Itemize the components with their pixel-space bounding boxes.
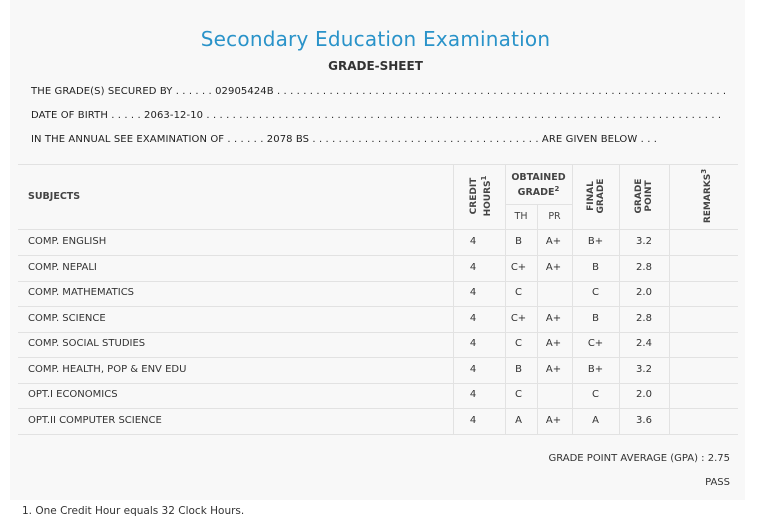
credit-hours-header-line1: CREDIT bbox=[469, 177, 479, 215]
grade-point-header-line1: GRADE bbox=[634, 178, 644, 214]
grade-point-cell: 3.2 bbox=[636, 364, 652, 375]
theory-cell: C bbox=[515, 389, 522, 400]
final-grade-header-line2: GRADE bbox=[596, 178, 606, 214]
obtained-grade-footnote-mark: 2 bbox=[554, 185, 560, 193]
credit-cell: 4 bbox=[469, 262, 477, 273]
remarks-header: REMARKS3 bbox=[699, 161, 713, 231]
final-grade-cell: A bbox=[592, 415, 599, 426]
practical-cell: A+ bbox=[545, 313, 562, 324]
theory-cell: C+ bbox=[510, 262, 527, 273]
theory-cell: C bbox=[515, 287, 522, 298]
grade-point-cell: 2.0 bbox=[636, 287, 652, 298]
obtained-grade-header: OBTAINED GRADE2 bbox=[505, 172, 572, 198]
column-divider bbox=[453, 164, 454, 434]
subject-cell: COMP. SCIENCE bbox=[28, 313, 106, 324]
gpa-summary: GRADE POINT AVERAGE (GPA) : 2.75 bbox=[548, 453, 730, 464]
credit-cell: 4 bbox=[469, 313, 477, 324]
credit-cell: 4 bbox=[469, 415, 477, 426]
row-divider bbox=[18, 332, 738, 333]
column-divider bbox=[619, 164, 620, 434]
theory-cell: A bbox=[515, 415, 522, 426]
credit-hours-header: CREDIT HOURS1 bbox=[469, 166, 493, 226]
page-title: Secondary Education Examination bbox=[200, 27, 551, 51]
theory-cell: B bbox=[515, 236, 522, 247]
subject-cell: OPT.II COMPUTER SCIENCE bbox=[28, 415, 162, 426]
theory-cell: B bbox=[515, 364, 522, 375]
credit-hours-footnote-mark: 1 bbox=[480, 175, 488, 181]
column-divider bbox=[669, 164, 670, 434]
table-header-border bbox=[18, 229, 738, 230]
grade-point-cell: 2.8 bbox=[636, 262, 652, 273]
row-divider bbox=[18, 281, 738, 282]
credit-cell: 4 bbox=[469, 364, 477, 375]
practical-header: PR bbox=[548, 211, 561, 222]
table-top-border bbox=[18, 164, 738, 165]
credit-cell: 4 bbox=[469, 338, 477, 349]
row-divider bbox=[18, 357, 738, 358]
theory-cell: C+ bbox=[510, 313, 527, 324]
row-divider bbox=[18, 408, 738, 409]
obtained-grade-label: GRADE bbox=[517, 187, 555, 199]
remarks-label: REMARKS bbox=[703, 173, 713, 224]
row-divider bbox=[18, 383, 738, 384]
final-grade-cell: B+ bbox=[587, 236, 604, 247]
credit-cell: 4 bbox=[469, 287, 477, 298]
credit-hours-header-line2: HOURS1 bbox=[479, 166, 493, 226]
final-grade-cell: C+ bbox=[587, 338, 604, 349]
practical-cell: A+ bbox=[545, 262, 562, 273]
practical-cell: A+ bbox=[545, 364, 562, 375]
result-status: PASS bbox=[705, 477, 730, 488]
remarks-footnote-mark: 3 bbox=[700, 168, 708, 174]
footnote-credit-hour: 1. One Credit Hour equals 32 Clock Hours… bbox=[22, 505, 245, 517]
final-grade-header: FINAL GRADE bbox=[586, 166, 606, 226]
grade-point-header: GRADE POINT bbox=[634, 166, 654, 226]
credit-hours-label: HOURS bbox=[483, 180, 493, 217]
grade-point-cell: 2.0 bbox=[636, 389, 652, 400]
final-grade-cell: C bbox=[592, 287, 599, 298]
date-of-birth-line: DATE OF BIRTH . . . . . 2063-12-10 . . .… bbox=[31, 110, 722, 121]
grade-sheet-panel bbox=[10, 0, 745, 500]
final-grade-header-line1: FINAL bbox=[586, 181, 596, 211]
theory-cell: C bbox=[515, 338, 522, 349]
final-grade-cell: B+ bbox=[587, 364, 604, 375]
practical-cell: A+ bbox=[545, 338, 562, 349]
credit-cell: 4 bbox=[469, 236, 477, 247]
subject-cell: COMP. HEALTH, POP & ENV EDU bbox=[28, 364, 187, 375]
grade-point-cell: 3.6 bbox=[636, 415, 652, 426]
obtained-grade-divider bbox=[505, 204, 572, 205]
column-divider bbox=[537, 204, 538, 434]
practical-cell: A+ bbox=[545, 236, 562, 247]
grade-point-header-line2: POINT bbox=[644, 180, 654, 212]
subject-cell: OPT.I ECONOMICS bbox=[28, 389, 118, 400]
subjects-header: SUBJECTS bbox=[28, 191, 81, 202]
column-divider bbox=[572, 164, 573, 434]
grade-sheet-heading: GRADE-SHEET bbox=[328, 59, 423, 73]
subject-cell: COMP. MATHEMATICS bbox=[28, 287, 135, 298]
examination-line: IN THE ANNUAL SEE EXAMINATION OF . . . .… bbox=[31, 134, 658, 145]
grade-point-cell: 2.8 bbox=[636, 313, 652, 324]
subject-cell: COMP. ENGLISH bbox=[28, 236, 107, 247]
practical-cell: A+ bbox=[545, 415, 562, 426]
final-grade-cell: C bbox=[592, 389, 599, 400]
column-divider bbox=[505, 164, 506, 434]
obtained-grade-header-line2: GRADE2 bbox=[505, 185, 572, 198]
final-grade-cell: B bbox=[592, 313, 599, 324]
grade-point-cell: 3.2 bbox=[636, 236, 652, 247]
row-divider bbox=[18, 306, 738, 307]
credit-cell: 4 bbox=[469, 389, 477, 400]
theory-header: TH bbox=[514, 211, 528, 222]
row-divider bbox=[18, 255, 738, 256]
obtained-grade-header-line1: OBTAINED bbox=[511, 172, 566, 183]
subject-cell: COMP. NEPALI bbox=[28, 262, 97, 273]
subject-cell: COMP. SOCIAL STUDIES bbox=[28, 338, 146, 349]
grades-secured-by-line: THE GRADE(S) SECURED BY . . . . . . 0290… bbox=[31, 86, 727, 97]
table-bottom-border bbox=[18, 434, 738, 435]
final-grade-cell: B bbox=[592, 262, 599, 273]
grade-point-cell: 2.4 bbox=[636, 338, 652, 349]
